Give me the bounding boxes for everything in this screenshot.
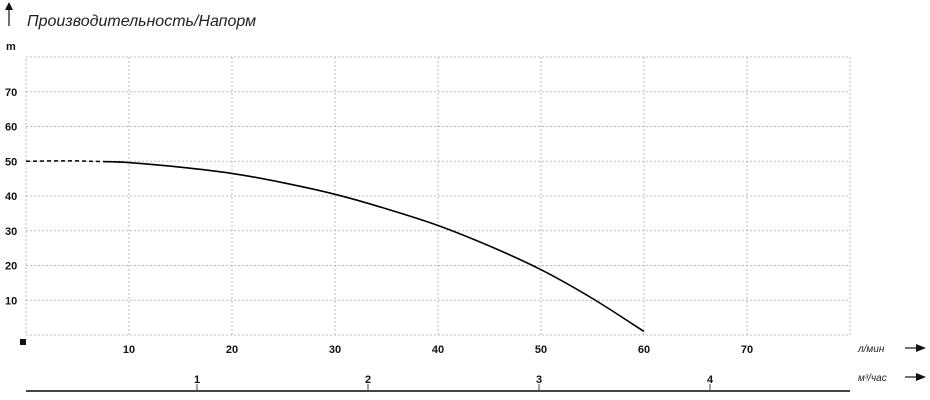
y-tick-label: 30: [5, 226, 17, 238]
x-tick-label: 60: [638, 344, 650, 356]
chart-title: Производительность/Напорм: [27, 13, 256, 30]
x-tick-label: 10: [123, 344, 135, 356]
axes: 10 20 30 40 50 60 70 10 20 30 40 50 60 70 1 2 3 4: [5, 2, 926, 392]
x-tick-label: 70: [741, 344, 753, 356]
x2-tick-label: 3: [536, 374, 542, 386]
y-arrow-head-icon: [5, 2, 13, 10]
curve-dashed-segment: [25, 160, 104, 163]
x-tick-label: 40: [432, 344, 444, 356]
x-arrow-head-icon: [916, 373, 926, 381]
y-tick-label: 40: [5, 191, 17, 203]
x2-axis-label: м³/час: [858, 373, 887, 384]
x-arrow-head-icon: [916, 344, 926, 352]
y-tick-label: 70: [5, 87, 17, 99]
x-tick-label: 50: [535, 344, 547, 356]
x2-tick-label: 2: [365, 374, 371, 386]
origin-marker: [20, 339, 26, 345]
y-tick-label: 20: [5, 261, 17, 273]
x2-tick-label: 4: [707, 374, 714, 386]
y-tick-label: 60: [5, 122, 17, 134]
y-tick-label: 50: [5, 156, 17, 168]
x-tick-label: 30: [329, 344, 341, 356]
curve-solid-segment: [103, 160, 645, 333]
grid: [25, 56, 851, 336]
x-axis-label: л/мин: [857, 344, 885, 355]
y-axis-label: m: [6, 41, 16, 53]
y-tick-label: 10: [5, 295, 17, 307]
x-tick-label: 20: [226, 344, 238, 356]
x2-tick-label: 1: [194, 374, 200, 386]
curve: [25, 160, 645, 333]
